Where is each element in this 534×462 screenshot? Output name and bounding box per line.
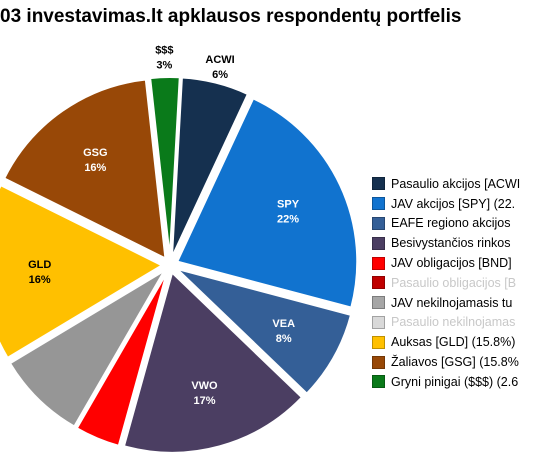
legend-item: Auksas [GLD] (15.8%) (372, 332, 534, 352)
legend-item: Pasaulio obligacijos [B (372, 273, 534, 293)
slice-label-gld: GLD 16% (28, 259, 51, 286)
chart-legend: Pasaulio akcijos [ACWI JAV akcijos [SPY] … (372, 174, 534, 390)
pie-slice-cash (149, 76, 181, 258)
slice-label-cash: $$$ 3% (155, 44, 173, 71)
legend-item: Pasaulio nekilnojamas (372, 313, 534, 333)
legend-label: JAV akcijos [SPY] (22. (391, 196, 516, 211)
legend-label: Gryni pinigai ($$$) (2.6 (391, 374, 519, 389)
legend-swatch (372, 355, 385, 369)
chart-title: 03 investavimas.lt apklausos respondentų… (0, 6, 462, 27)
legend-swatch (372, 197, 385, 211)
legend-swatch (372, 315, 385, 329)
pie-slice-spy (175, 97, 359, 309)
pie-slice-gld (0, 183, 165, 360)
legend-label: JAV nekilnojamasis tu (391, 295, 513, 310)
pie-slice-acwi (170, 76, 250, 258)
legend-label: Pasaulio nekilnojamas (391, 315, 516, 330)
pie-slice-vwo (122, 270, 304, 454)
slice-label-spy: SPY 22% (277, 199, 300, 226)
legend-item: Pasaulio akcijos [ACWI (372, 174, 534, 194)
legend-label: Žaliavos [GSG] (15.8% (391, 355, 519, 370)
legend-item: JAV obligacijos [BND] (372, 253, 534, 273)
legend-swatch (372, 216, 385, 230)
legend-item: JAV akcijos [SPY] (22. (372, 194, 534, 214)
legend-swatch (372, 236, 385, 250)
legend-swatch (372, 177, 385, 191)
legend-swatch (372, 335, 385, 349)
slice-label-vwo: VWO 17% (191, 380, 218, 407)
legend-item: EAFE regiono akcijos (372, 214, 534, 234)
legend-label: JAV obligacijos [BND] (391, 256, 512, 271)
legend-swatch (372, 375, 385, 389)
slice-label-vea: VEA 8% (272, 318, 295, 345)
legend-swatch (372, 276, 385, 290)
legend-label: Pasaulio obligacijos [B (391, 275, 517, 290)
pie-slice-vea (173, 266, 353, 395)
legend-label: EAFE regiono akcijos (391, 216, 511, 231)
legend-swatch (372, 296, 385, 310)
legend-item: JAV nekilnojamasis tu (372, 293, 534, 313)
legend-item: Gryni pinigai ($$$) (2.6 (372, 372, 534, 390)
legend-item: Žaliavos [GSG] (15.8% (372, 352, 534, 372)
legend-item: Besivystančios rinkos (372, 233, 534, 253)
pie-slice-gsg (2, 78, 167, 261)
slice-label-acwi: ACWI 6% (205, 54, 234, 81)
slice-label-gsg: GSG 16% (83, 147, 107, 174)
legend-label: Besivystančios rinkos (391, 236, 511, 251)
legend-label: Auksas [GLD] (15.8%) (391, 335, 516, 350)
pie-slice-vnq (8, 267, 168, 428)
legend-swatch (372, 256, 385, 270)
pie-slice-bnd (75, 271, 168, 448)
legend-label: Pasaulio akcijos [ACWI (391, 176, 521, 191)
